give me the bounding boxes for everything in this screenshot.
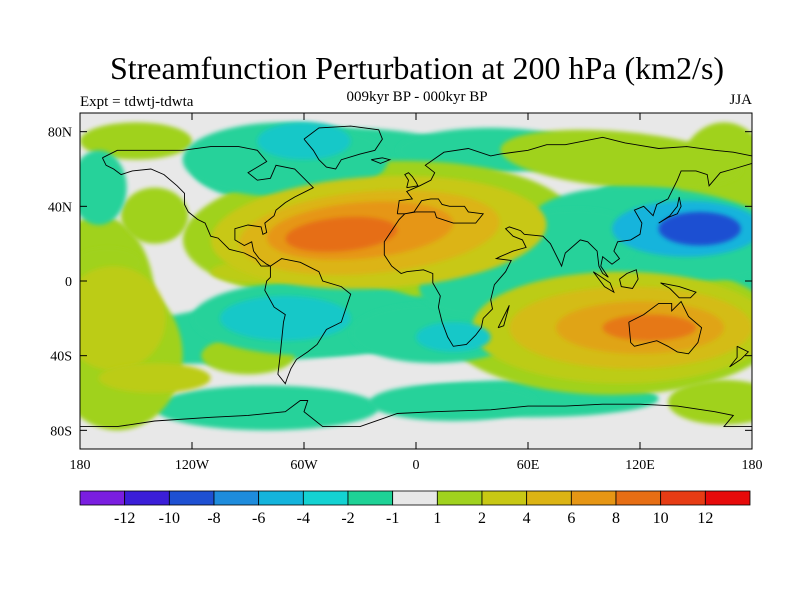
- experiment-label: Expt = tdwtj-tdwta: [80, 94, 194, 110]
- colorbar-box: [258, 490, 304, 506]
- colorbar-box: [570, 490, 617, 506]
- colorbar-label: 4: [523, 510, 531, 527]
- positive-anomaly: [285, 216, 398, 252]
- coastline-australia: [628, 300, 703, 355]
- x-tick-label: 60E: [517, 458, 540, 473]
- y-tick-label: 0: [65, 275, 72, 290]
- contour-field: [80, 122, 752, 431]
- coastline-japan: [658, 196, 682, 224]
- colorbar-box: [704, 490, 751, 506]
- positive-anomaly: [121, 187, 189, 244]
- x-tick-label: 120W: [175, 458, 210, 473]
- coastline-north-america: [101, 146, 315, 267]
- positive-anomaly: [98, 363, 211, 394]
- colorbar-label: -8: [207, 510, 220, 527]
- coastline-antarctica: [80, 400, 752, 428]
- colorbar-box: [392, 490, 438, 506]
- coastlines: [80, 125, 752, 428]
- y-tick-label: 40S: [50, 350, 72, 365]
- colorbar-box: [302, 490, 349, 506]
- colorbar-label: -6: [252, 510, 265, 527]
- x-tick-label: 60W: [290, 458, 318, 473]
- y-tick-label: 40N: [48, 200, 72, 215]
- positive-anomaly: [668, 379, 752, 425]
- positive-anomaly: [602, 314, 696, 341]
- colorbar-box: [615, 490, 662, 506]
- colorbar-label: -1: [386, 510, 399, 527]
- colorbar-box: [436, 490, 483, 506]
- coastline-new-guinea: [660, 282, 697, 299]
- contour-band: [154, 385, 379, 431]
- x-axis-ticks: 180 120W 60W 0 60E 120E 180: [70, 113, 763, 473]
- colorbar-label: 10: [653, 510, 669, 527]
- x-tick-label: 180: [742, 458, 763, 473]
- coastline-new-zealand: [729, 345, 750, 368]
- colorbar-label: 12: [697, 510, 713, 527]
- x-tick-label: 0: [413, 458, 420, 473]
- negative-anomaly: [369, 383, 538, 422]
- colorbar-box: [168, 490, 215, 506]
- coastline-iceland: [371, 157, 392, 164]
- coastline-med-gap: [404, 198, 485, 224]
- colorbar-box: [347, 490, 394, 506]
- y-axis-ticks: 80N 40N 0 40S 80S: [48, 126, 752, 439]
- colorbar-box: [526, 490, 572, 506]
- colorbar-box: [79, 490, 126, 506]
- colorbar-label: 1: [433, 510, 441, 527]
- colorbar-label: -12: [114, 510, 135, 527]
- negative-anomaly: [257, 122, 351, 160]
- plot-title: Streamfunction Perturbation at 200 hPa (…: [109, 50, 725, 86]
- colorbar-box: [124, 490, 170, 506]
- coastline-sumatra: [592, 271, 615, 294]
- colorbar-label: 8: [612, 510, 620, 527]
- colorbar: -12 -10 -8 -6 -4 -2 -1 1 2 4 6 8 10 12: [79, 490, 751, 527]
- x-tick-label: 180: [70, 458, 91, 473]
- coastline-south-america: [264, 258, 352, 385]
- negative-anomaly: [416, 322, 491, 352]
- coastline-madagascar: [497, 305, 510, 329]
- coastline-greenland: [303, 125, 383, 170]
- colorbar-box: [481, 490, 528, 506]
- coastline-uk: [404, 172, 419, 189]
- colorbar-label: -2: [341, 510, 354, 527]
- colorbar-box: [213, 490, 260, 506]
- plot-subtitle: 009kyr BP - 000kyr BP: [346, 89, 488, 105]
- negative-anomaly: [80, 150, 127, 225]
- negative-anomaly: [658, 211, 741, 246]
- positive-anomaly: [80, 266, 166, 371]
- y-tick-label: 80N: [48, 126, 72, 141]
- y-tick-label: 80S: [50, 424, 72, 439]
- colorbar-label: -4: [297, 510, 310, 527]
- negative-anomaly: [220, 295, 351, 341]
- coastline-borneo: [619, 269, 639, 289]
- x-tick-label: 120E: [625, 458, 655, 473]
- coastline-eurasia-africa: [383, 136, 752, 347]
- colorbar-label: 6: [567, 510, 575, 527]
- colorbar-label: 2: [478, 510, 486, 527]
- map-panel: 180 120W 60W 0 60E 120E 180 80N 40N 0 40S 80S: [48, 112, 763, 473]
- season-label: JJA: [729, 92, 752, 108]
- colorbar-label: -10: [159, 510, 180, 527]
- colorbar-box: [660, 490, 706, 506]
